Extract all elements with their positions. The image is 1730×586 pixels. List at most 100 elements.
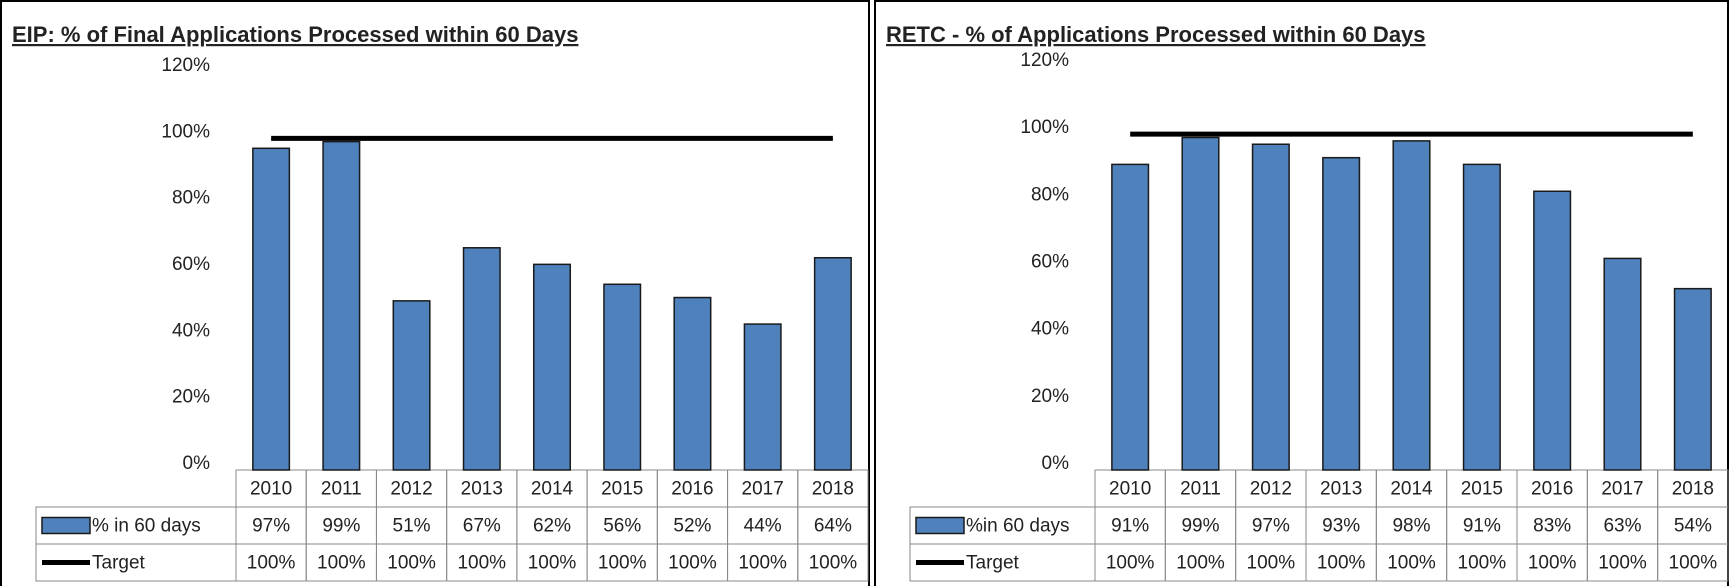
data-label: 51%: [393, 516, 431, 537]
data-label: 52%: [673, 516, 711, 537]
data-label: 100%: [738, 553, 787, 574]
bar: [673, 296, 712, 471]
data-label: 100%: [1598, 553, 1647, 574]
data-label: 67%: [463, 516, 501, 537]
data-label: 100%: [457, 553, 506, 574]
legend-label: Target: [966, 553, 1020, 574]
data-label: 97%: [252, 516, 290, 537]
table-cell: [1657, 543, 1729, 582]
x-tick-label: 2015: [1461, 479, 1503, 500]
y-tick-label: 0%: [1042, 453, 1070, 474]
data-label: 63%: [1603, 516, 1641, 537]
x-tick-label: 2014: [1390, 479, 1433, 500]
legend-label: Target: [92, 553, 146, 574]
data-label: 100%: [1669, 553, 1718, 574]
y-tick-label: 0%: [183, 453, 211, 474]
data-label: 97%: [1252, 516, 1290, 537]
bar: [392, 300, 431, 471]
x-tick-label: 2012: [1250, 479, 1292, 500]
y-tick-label: 60%: [1031, 252, 1069, 273]
data-label: 100%: [1176, 553, 1225, 574]
data-label: 100%: [247, 553, 296, 574]
y-tick-label: 20%: [1031, 386, 1069, 407]
x-tick-label: 2017: [1601, 479, 1643, 500]
data-label: 44%: [744, 516, 782, 537]
data-label: 91%: [1111, 516, 1149, 537]
x-tick-label: 2018: [812, 479, 854, 500]
bar: [1181, 136, 1220, 471]
bar: [813, 256, 852, 471]
bar: [1462, 163, 1501, 471]
chart-title: EIP: % of Final Applications Processed w…: [12, 22, 578, 47]
data-label: 100%: [1247, 553, 1296, 574]
data-label: 54%: [1674, 516, 1712, 537]
bar: [322, 140, 361, 471]
x-tick-label: 2012: [390, 479, 432, 500]
data-label: 100%: [668, 553, 717, 574]
legend-key: [41, 516, 91, 535]
x-tick-label: 2013: [1320, 479, 1362, 500]
data-label: 91%: [1463, 516, 1501, 537]
y-tick-label: 80%: [172, 188, 210, 209]
bar: [1251, 143, 1290, 471]
y-tick-label: 40%: [1031, 319, 1069, 340]
x-tick-label: 2015: [601, 479, 643, 500]
data-label: 100%: [317, 553, 366, 574]
x-tick-label: 2017: [742, 479, 784, 500]
bar: [252, 147, 291, 471]
data-label: 100%: [528, 553, 577, 574]
chart-title: RETC - % of Applications Processed withi…: [886, 22, 1426, 47]
legend-label: % in 60 days: [92, 516, 201, 537]
x-tick-label: 2011: [321, 479, 362, 500]
data-label: 100%: [387, 553, 436, 574]
y-tick-label: 120%: [1020, 50, 1069, 71]
data-label: 56%: [603, 516, 641, 537]
y-tick-label: 20%: [172, 387, 210, 408]
data-label: 100%: [1528, 553, 1577, 574]
x-tick-label: 2010: [250, 479, 292, 500]
data-label: 83%: [1533, 516, 1571, 537]
bar: [1111, 163, 1150, 471]
data-label: 100%: [1317, 553, 1366, 574]
x-tick-label: 2010: [1109, 479, 1151, 500]
y-tick-label: 100%: [161, 121, 210, 142]
legend-key: [915, 516, 965, 535]
x-tick-label: 2011: [1180, 479, 1221, 500]
bar: [1533, 190, 1572, 471]
data-label: 99%: [322, 516, 360, 537]
y-tick-label: 120%: [161, 55, 210, 76]
bar: [532, 263, 572, 471]
y-tick-label: 60%: [172, 254, 210, 275]
chart-frame: [0, 0, 870, 586]
bar: [603, 283, 642, 471]
x-tick-label: 2014: [531, 479, 574, 500]
bar: [1603, 257, 1642, 471]
legend-label: %in 60 days: [966, 516, 1070, 537]
bar: [1322, 156, 1361, 471]
x-tick-label: 2016: [1531, 479, 1573, 500]
y-tick-label: 40%: [172, 320, 210, 341]
data-label: 100%: [598, 553, 647, 574]
x-tick-label: 2013: [461, 479, 503, 500]
data-label: 100%: [1387, 553, 1436, 574]
data-label: 99%: [1181, 516, 1219, 537]
y-tick-label: 80%: [1031, 184, 1069, 205]
chart-frame: [874, 0, 1729, 586]
data-label: 100%: [1458, 553, 1507, 574]
bar: [462, 247, 501, 471]
data-label: 98%: [1392, 516, 1430, 537]
data-label: 64%: [814, 516, 852, 537]
table-cell: [797, 543, 869, 582]
data-label: 100%: [809, 553, 858, 574]
bar: [1673, 287, 1712, 471]
data-label: 62%: [533, 516, 571, 537]
bar: [1392, 140, 1431, 471]
y-tick-label: 100%: [1020, 117, 1069, 138]
data-label: 100%: [1106, 553, 1155, 574]
data-label: 93%: [1322, 516, 1360, 537]
x-tick-label: 2018: [1672, 479, 1714, 500]
bar: [743, 323, 782, 471]
x-tick-label: 2016: [671, 479, 713, 500]
